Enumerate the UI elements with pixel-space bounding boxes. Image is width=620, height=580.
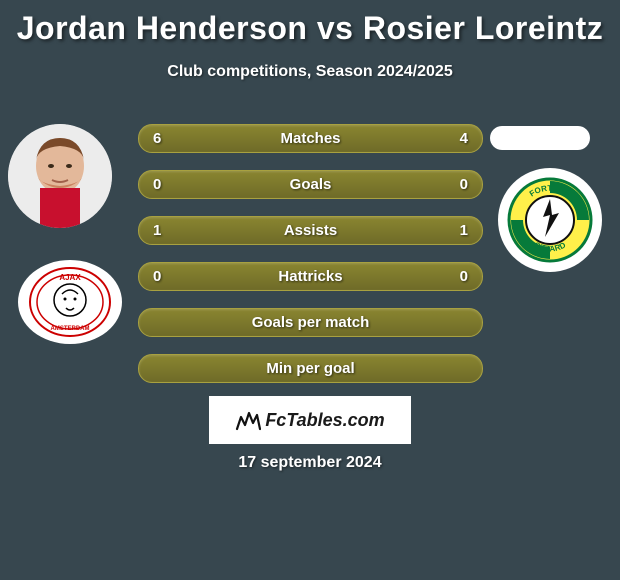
stat-bar-goals: 0 Goals 0 xyxy=(138,170,483,199)
stat-left-value: 1 xyxy=(153,222,161,239)
svg-text:AMSTERDAM: AMSTERDAM xyxy=(51,326,90,332)
stat-right-value: 4 xyxy=(460,130,468,147)
player-left-photo xyxy=(8,124,112,228)
stat-bar-goals-per-match: Goals per match xyxy=(138,308,483,337)
club-right-logo: FORTUNA SITTARD xyxy=(498,168,602,272)
ajax-logo-icon: AJAX AMSTERDAM xyxy=(28,266,112,338)
stat-bar-matches: 6 Matches 4 xyxy=(138,124,483,153)
stat-label: Matches xyxy=(280,130,340,147)
stat-label: Assists xyxy=(284,222,337,239)
footer-brand-badge: FcTables.com xyxy=(205,392,415,448)
stat-label: Goals xyxy=(290,176,332,193)
fctables-logo-icon xyxy=(235,409,261,431)
stat-left-value: 0 xyxy=(153,176,161,193)
stat-label: Hattricks xyxy=(278,268,342,285)
player-right-photo xyxy=(490,126,590,150)
fortuna-logo-icon: FORTUNA SITTARD xyxy=(507,177,593,263)
stat-label: Goals per match xyxy=(252,314,370,331)
page-title: Jordan Henderson vs Rosier Loreintz xyxy=(0,0,620,47)
stat-right-value: 1 xyxy=(460,222,468,239)
page-subtitle: Club competitions, Season 2024/2025 xyxy=(0,63,620,81)
stat-left-value: 0 xyxy=(153,268,161,285)
stat-right-value: 0 xyxy=(460,268,468,285)
stat-left-value: 6 xyxy=(153,130,161,147)
stat-bar-min-per-goal: Min per goal xyxy=(138,354,483,383)
footer-brand-text: FcTables.com xyxy=(265,410,384,431)
stat-label: Min per goal xyxy=(266,360,354,377)
footer-date: 17 september 2024 xyxy=(0,454,620,472)
stat-bar-assists: 1 Assists 1 xyxy=(138,216,483,245)
stats-container: 6 Matches 4 0 Goals 0 1 Assists 1 0 Hatt… xyxy=(138,124,483,400)
stat-right-value: 0 xyxy=(460,176,468,193)
svg-text:AJAX: AJAX xyxy=(59,273,81,282)
player-face-icon xyxy=(8,124,112,228)
club-left-logo: AJAX AMSTERDAM xyxy=(18,260,122,344)
stat-bar-hattricks: 0 Hattricks 0 xyxy=(138,262,483,291)
